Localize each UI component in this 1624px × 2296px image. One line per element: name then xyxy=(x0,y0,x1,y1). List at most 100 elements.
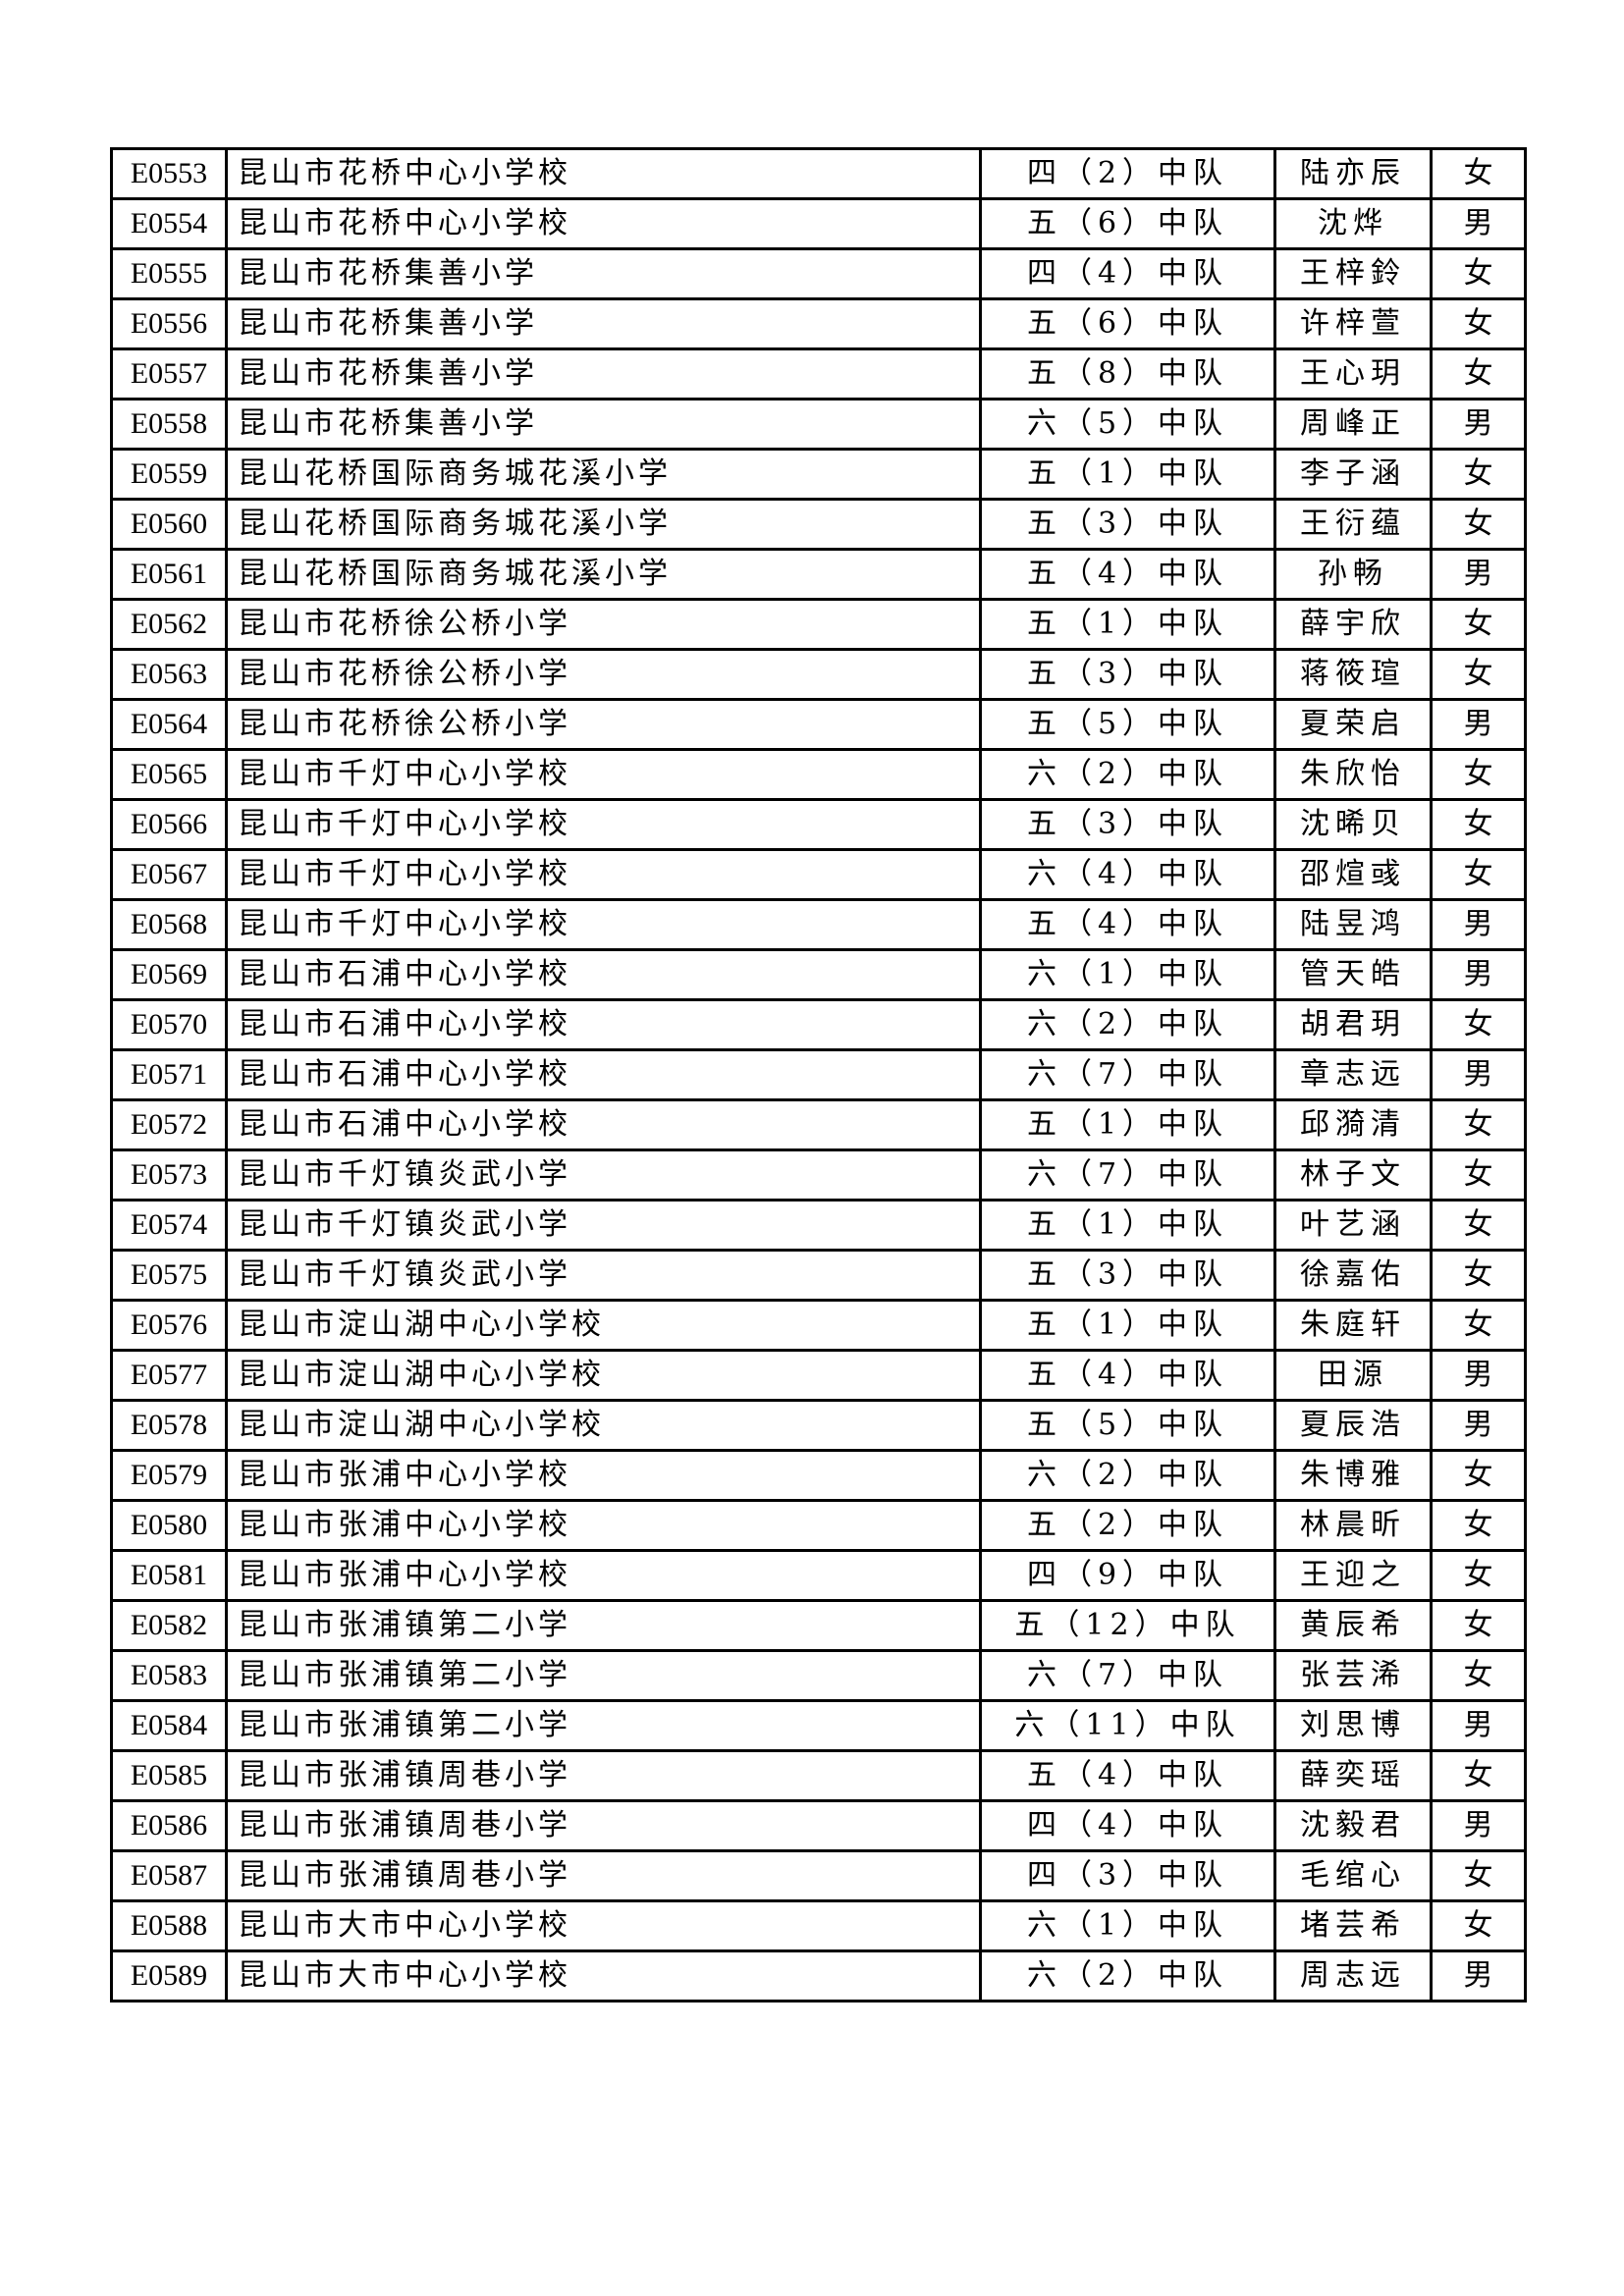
table-row: E0586 昆山市张浦镇周巷小学 四（4）中队 沈毅君男 xyxy=(110,1799,1527,1852)
school-name-cell: 昆山市千灯中心小学校 xyxy=(225,898,982,951)
school-name-cell: 昆山市花桥徐公桥小学 xyxy=(225,698,982,751)
table-row: E0555 昆山市花桥集善小学 四（4）中队 王梓鈴女 xyxy=(110,247,1527,300)
class-name-cell: 四（4）中队 xyxy=(979,247,1276,300)
table-row: E0558 昆山市花桥集善小学 六（5）中队 周峰正男 xyxy=(110,398,1527,451)
student-id-cell: E0572 xyxy=(110,1098,228,1151)
class-name-cell: 五（12）中队 xyxy=(979,1599,1276,1652)
student-name-cell: 田源 xyxy=(1273,1349,1433,1402)
school-name-cell: 昆山市淀山湖中心小学校 xyxy=(225,1399,982,1452)
gender-cell: 女 xyxy=(1430,498,1527,551)
student-id-cell: E0568 xyxy=(110,898,228,951)
class-name-cell: 六（7）中队 xyxy=(979,1148,1276,1201)
table-row: E0575 昆山市千灯镇炎武小学 五（3）中队 徐嘉佑女 xyxy=(110,1249,1527,1302)
table-row: E0563 昆山市花桥徐公桥小学 五（3）中队 蒋筱瑄女 xyxy=(110,648,1527,701)
class-name-cell: 五（5）中队 xyxy=(979,698,1276,751)
student-id-cell: E0570 xyxy=(110,998,228,1051)
class-name-cell: 五（8）中队 xyxy=(979,347,1276,400)
class-name-cell: 五（3）中队 xyxy=(979,648,1276,701)
table-row: E0581 昆山市张浦中心小学校 四（9）中队 王迎之女 xyxy=(110,1549,1527,1602)
school-name-cell: 昆山市花桥中心小学校 xyxy=(225,147,982,200)
class-name-cell: 五（4）中队 xyxy=(979,548,1276,601)
school-name-cell: 昆山市花桥中心小学校 xyxy=(225,197,982,250)
gender-cell: 女 xyxy=(1430,147,1527,200)
student-id-cell: E0588 xyxy=(110,1899,228,1952)
student-name-cell: 蒋筱瑄 xyxy=(1273,648,1433,701)
student-name-cell: 朱庭轩 xyxy=(1273,1299,1433,1352)
school-name-cell: 昆山市张浦镇第二小学 xyxy=(225,1649,982,1702)
student-name-cell: 薛奕瑶 xyxy=(1273,1749,1433,1802)
student-name-cell: 黄辰希 xyxy=(1273,1599,1433,1652)
table-row: E0556 昆山市花桥集善小学 五（6）中队 许梓萱女 xyxy=(110,297,1527,350)
gender-cell: 女 xyxy=(1430,1549,1527,1602)
table-row: E0564 昆山市花桥徐公桥小学 五（5）中队 夏荣启男 xyxy=(110,698,1527,751)
table-row: E0557 昆山市花桥集善小学 五（8）中队 王心玥女 xyxy=(110,347,1527,400)
class-name-cell: 五（4）中队 xyxy=(979,1349,1276,1402)
class-name-cell: 六（7）中队 xyxy=(979,1649,1276,1702)
gender-cell: 女 xyxy=(1430,598,1527,651)
gender-cell: 男 xyxy=(1430,1949,1527,2002)
school-name-cell: 昆山市花桥徐公桥小学 xyxy=(225,648,982,701)
student-id-cell: E0576 xyxy=(110,1299,228,1352)
student-name-cell: 林晨昕 xyxy=(1273,1499,1433,1552)
school-name-cell: 昆山市石浦中心小学校 xyxy=(225,1098,982,1151)
table-row: E0559 昆山花桥国际商务城花溪小学 五（1）中队 李子涵女 xyxy=(110,448,1527,501)
student-name-cell: 周志远 xyxy=(1273,1949,1433,2002)
student-id-cell: E0563 xyxy=(110,648,228,701)
school-name-cell: 昆山市石浦中心小学校 xyxy=(225,1048,982,1101)
table-row: E0588 昆山市大市中心小学校 六（1）中队 堵芸希女 xyxy=(110,1899,1527,1952)
student-name-cell: 邵煊彧 xyxy=(1273,848,1433,901)
student-id-cell: E0564 xyxy=(110,698,228,751)
student-id-cell: E0580 xyxy=(110,1499,228,1552)
student-id-cell: E0581 xyxy=(110,1549,228,1602)
table-row: E0574 昆山市千灯镇炎武小学 五（1）中队 叶艺涵女 xyxy=(110,1199,1527,1252)
student-id-cell: E0587 xyxy=(110,1849,228,1902)
student-id-cell: E0583 xyxy=(110,1649,228,1702)
student-name-cell: 许梓萱 xyxy=(1273,297,1433,350)
table-row: E0578 昆山市淀山湖中心小学校 五（5）中队 夏辰浩男 xyxy=(110,1399,1527,1452)
gender-cell: 女 xyxy=(1430,1449,1527,1502)
class-name-cell: 六（1）中队 xyxy=(979,948,1276,1001)
table-row: E0576 昆山市淀山湖中心小学校 五（1）中队 朱庭轩女 xyxy=(110,1299,1527,1352)
gender-cell: 女 xyxy=(1430,1849,1527,1902)
gender-cell: 女 xyxy=(1430,1148,1527,1201)
class-name-cell: 五（4）中队 xyxy=(979,1749,1276,1802)
student-name-cell: 王心玥 xyxy=(1273,347,1433,400)
gender-cell: 男 xyxy=(1430,1048,1527,1101)
class-name-cell: 五（5）中队 xyxy=(979,1399,1276,1452)
student-name-cell: 薛宇欣 xyxy=(1273,598,1433,651)
student-name-cell: 林子文 xyxy=(1273,1148,1433,1201)
school-name-cell: 昆山市花桥徐公桥小学 xyxy=(225,598,982,651)
student-name-cell: 王迎之 xyxy=(1273,1549,1433,1602)
table-row: E0560 昆山花桥国际商务城花溪小学 五（3）中队 王衍蕴女 xyxy=(110,498,1527,551)
class-name-cell: 五（1）中队 xyxy=(979,598,1276,651)
class-name-cell: 五（1）中队 xyxy=(979,448,1276,501)
school-name-cell: 昆山市张浦中心小学校 xyxy=(225,1449,982,1502)
school-name-cell: 昆山市千灯中心小学校 xyxy=(225,798,982,851)
school-name-cell: 昆山市石浦中心小学校 xyxy=(225,998,982,1051)
student-id-cell: E0579 xyxy=(110,1449,228,1502)
class-name-cell: 六（2）中队 xyxy=(979,1449,1276,1502)
student-name-cell: 胡君玥 xyxy=(1273,998,1433,1051)
student-id-cell: E0559 xyxy=(110,448,228,501)
gender-cell: 男 xyxy=(1430,1699,1527,1752)
table-row: E0562 昆山市花桥徐公桥小学 五（1）中队 薛宇欣女 xyxy=(110,598,1527,651)
gender-cell: 女 xyxy=(1430,1599,1527,1652)
gender-cell: 女 xyxy=(1430,648,1527,701)
student-id-cell: E0584 xyxy=(110,1699,228,1752)
school-name-cell: 昆山市张浦镇周巷小学 xyxy=(225,1749,982,1802)
school-name-cell: 昆山市张浦中心小学校 xyxy=(225,1549,982,1602)
student-name-cell: 沈晞贝 xyxy=(1273,798,1433,851)
class-name-cell: 五（1）中队 xyxy=(979,1299,1276,1352)
student-name-cell: 叶艺涵 xyxy=(1273,1199,1433,1252)
school-name-cell: 昆山市大市中心小学校 xyxy=(225,1949,982,2002)
gender-cell: 男 xyxy=(1430,898,1527,951)
class-name-cell: 五（3）中队 xyxy=(979,1249,1276,1302)
table-row: E0567 昆山市千灯中心小学校 六（4）中队 邵煊彧女 xyxy=(110,848,1527,901)
table-row: E0572 昆山市石浦中心小学校 五（1）中队 邱漪清女 xyxy=(110,1098,1527,1151)
student-id-cell: E0557 xyxy=(110,347,228,400)
student-name-cell: 李子涵 xyxy=(1273,448,1433,501)
student-name-cell: 朱欣怡 xyxy=(1273,748,1433,801)
class-name-cell: 六（1）中队 xyxy=(979,1899,1276,1952)
table-row: E0566 昆山市千灯中心小学校 五（3）中队 沈晞贝女 xyxy=(110,798,1527,851)
gender-cell: 女 xyxy=(1430,247,1527,300)
